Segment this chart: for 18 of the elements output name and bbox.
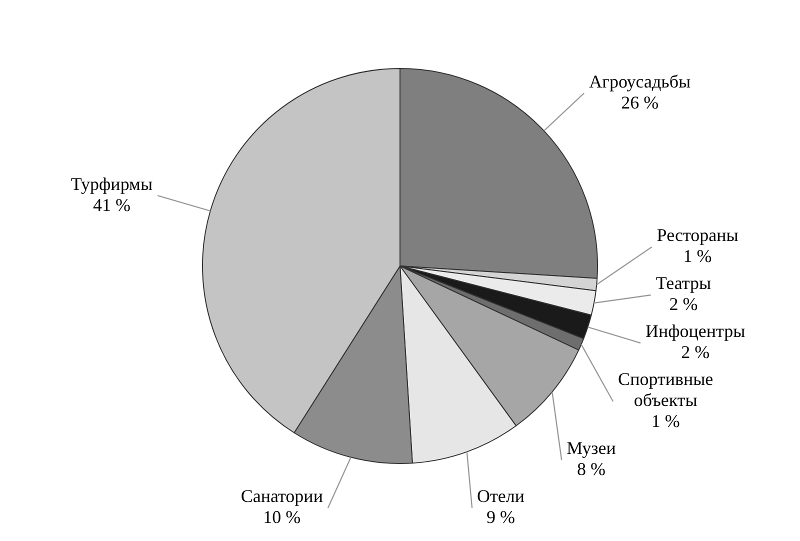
slice-label: Театры [656, 273, 712, 294]
slice-label: Турфирмы [70, 174, 153, 194]
data-label: 2 % [681, 342, 710, 362]
slice-label: Отели [477, 486, 525, 506]
slice-label: Рестораны [656, 225, 738, 246]
data-label: 1 % [683, 246, 712, 266]
slice-label: Спортивные объекты [618, 369, 714, 410]
data-label: 10 % [263, 507, 301, 528]
slice-label: Музеи [566, 438, 616, 458]
slice-label: Агроусадьбы [589, 71, 691, 92]
slice-label: Инфоцентры [645, 321, 746, 342]
data-label: 9 % [486, 507, 516, 528]
data-label: 2 % [669, 294, 698, 314]
data-label: 1 % [651, 411, 680, 432]
slice-label: Санатории [240, 486, 324, 506]
data-label: 41 % [92, 194, 130, 215]
data-label: 26 % [621, 92, 659, 112]
data-label: 8 % [577, 459, 606, 480]
